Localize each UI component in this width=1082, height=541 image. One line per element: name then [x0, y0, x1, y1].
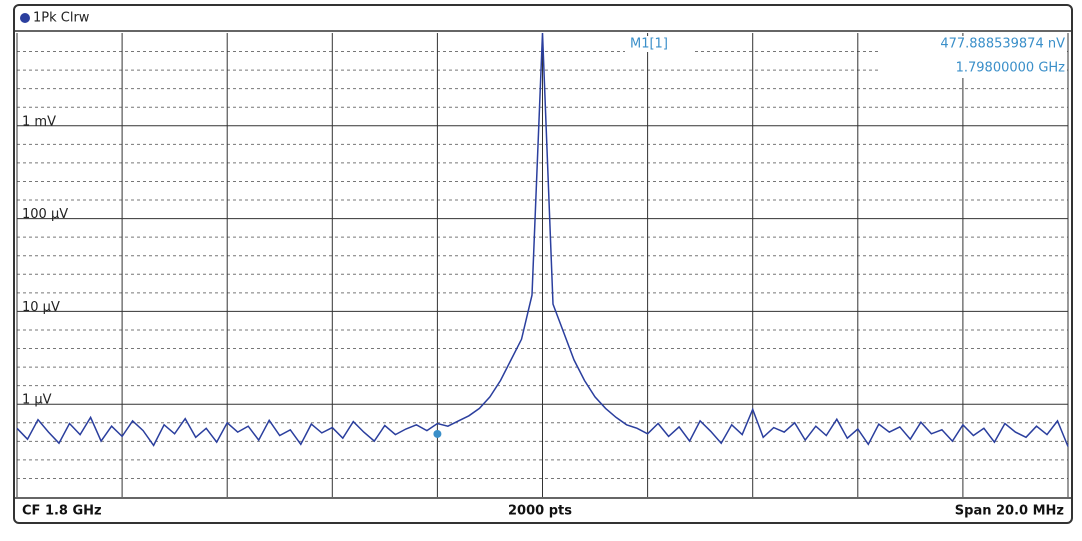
y-tick-label: 100 µV [22, 207, 68, 222]
footer-left: CF 1.8 GHz [22, 504, 102, 519]
label-bg [20, 205, 71, 218]
marker-bg [880, 36, 1067, 78]
y-tick-label: 10 µV [22, 300, 60, 315]
trace-label: 1Pk Clrw [33, 11, 90, 26]
marker-point [433, 429, 442, 438]
marker-value: 477.888539874 nV [940, 37, 1065, 52]
trace [16, 32, 1069, 447]
marker-name: M1[1] [630, 37, 668, 52]
marker-frequency: 1.79800000 GHz [956, 61, 1066, 76]
y-tick-label: 1 µV [22, 393, 52, 408]
footer-right: Span 20.0 MHz [955, 504, 1064, 519]
plot-area: 1 µV 10 µV 100 µV 1 mV M1[1] 477.888539874 nV… [16, 32, 1069, 497]
footer-center: 2000 pts [508, 504, 572, 519]
label-bg [20, 112, 58, 125]
trace-indicator [20, 13, 30, 23]
y-tick-label: 1 mV [22, 114, 56, 129]
label-bg [20, 391, 54, 404]
marker-bg [625, 36, 695, 52]
label-bg [20, 298, 62, 311]
